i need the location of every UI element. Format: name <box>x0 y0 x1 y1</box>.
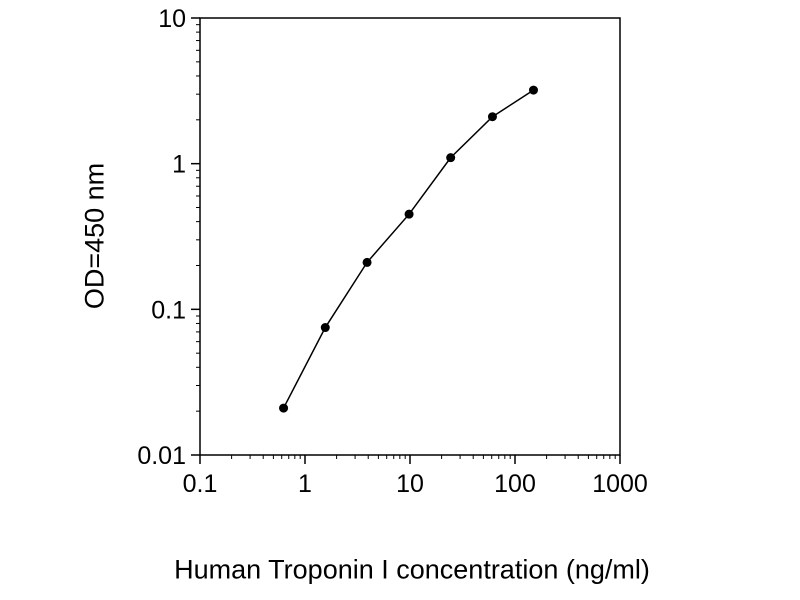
series-line <box>282 89 534 409</box>
x-axis-label: Human Troponin I concentration (ng/ml) <box>174 554 650 585</box>
y-tick-label: 1 <box>172 151 186 179</box>
data-point <box>528 85 538 95</box>
x-tick-label: 0.1 <box>183 470 218 498</box>
data-point <box>362 257 372 267</box>
data-point <box>487 112 497 122</box>
y-tick-label: 0.1 <box>151 296 186 324</box>
y-tick-label: 0.01 <box>137 442 186 470</box>
x-tick-label: 1000 <box>592 470 648 498</box>
x-tick-label: 1 <box>298 470 312 498</box>
x-tick-label: 10 <box>396 470 424 498</box>
data-point <box>320 323 330 333</box>
plot-frame <box>199 17 621 456</box>
y-tick-label: 10 <box>158 5 186 33</box>
x-tick-label: 100 <box>494 470 536 498</box>
data-point <box>279 403 289 413</box>
data-point <box>446 153 456 163</box>
y-axis-label: OD=450 nm <box>79 162 110 310</box>
data-point <box>404 209 414 219</box>
